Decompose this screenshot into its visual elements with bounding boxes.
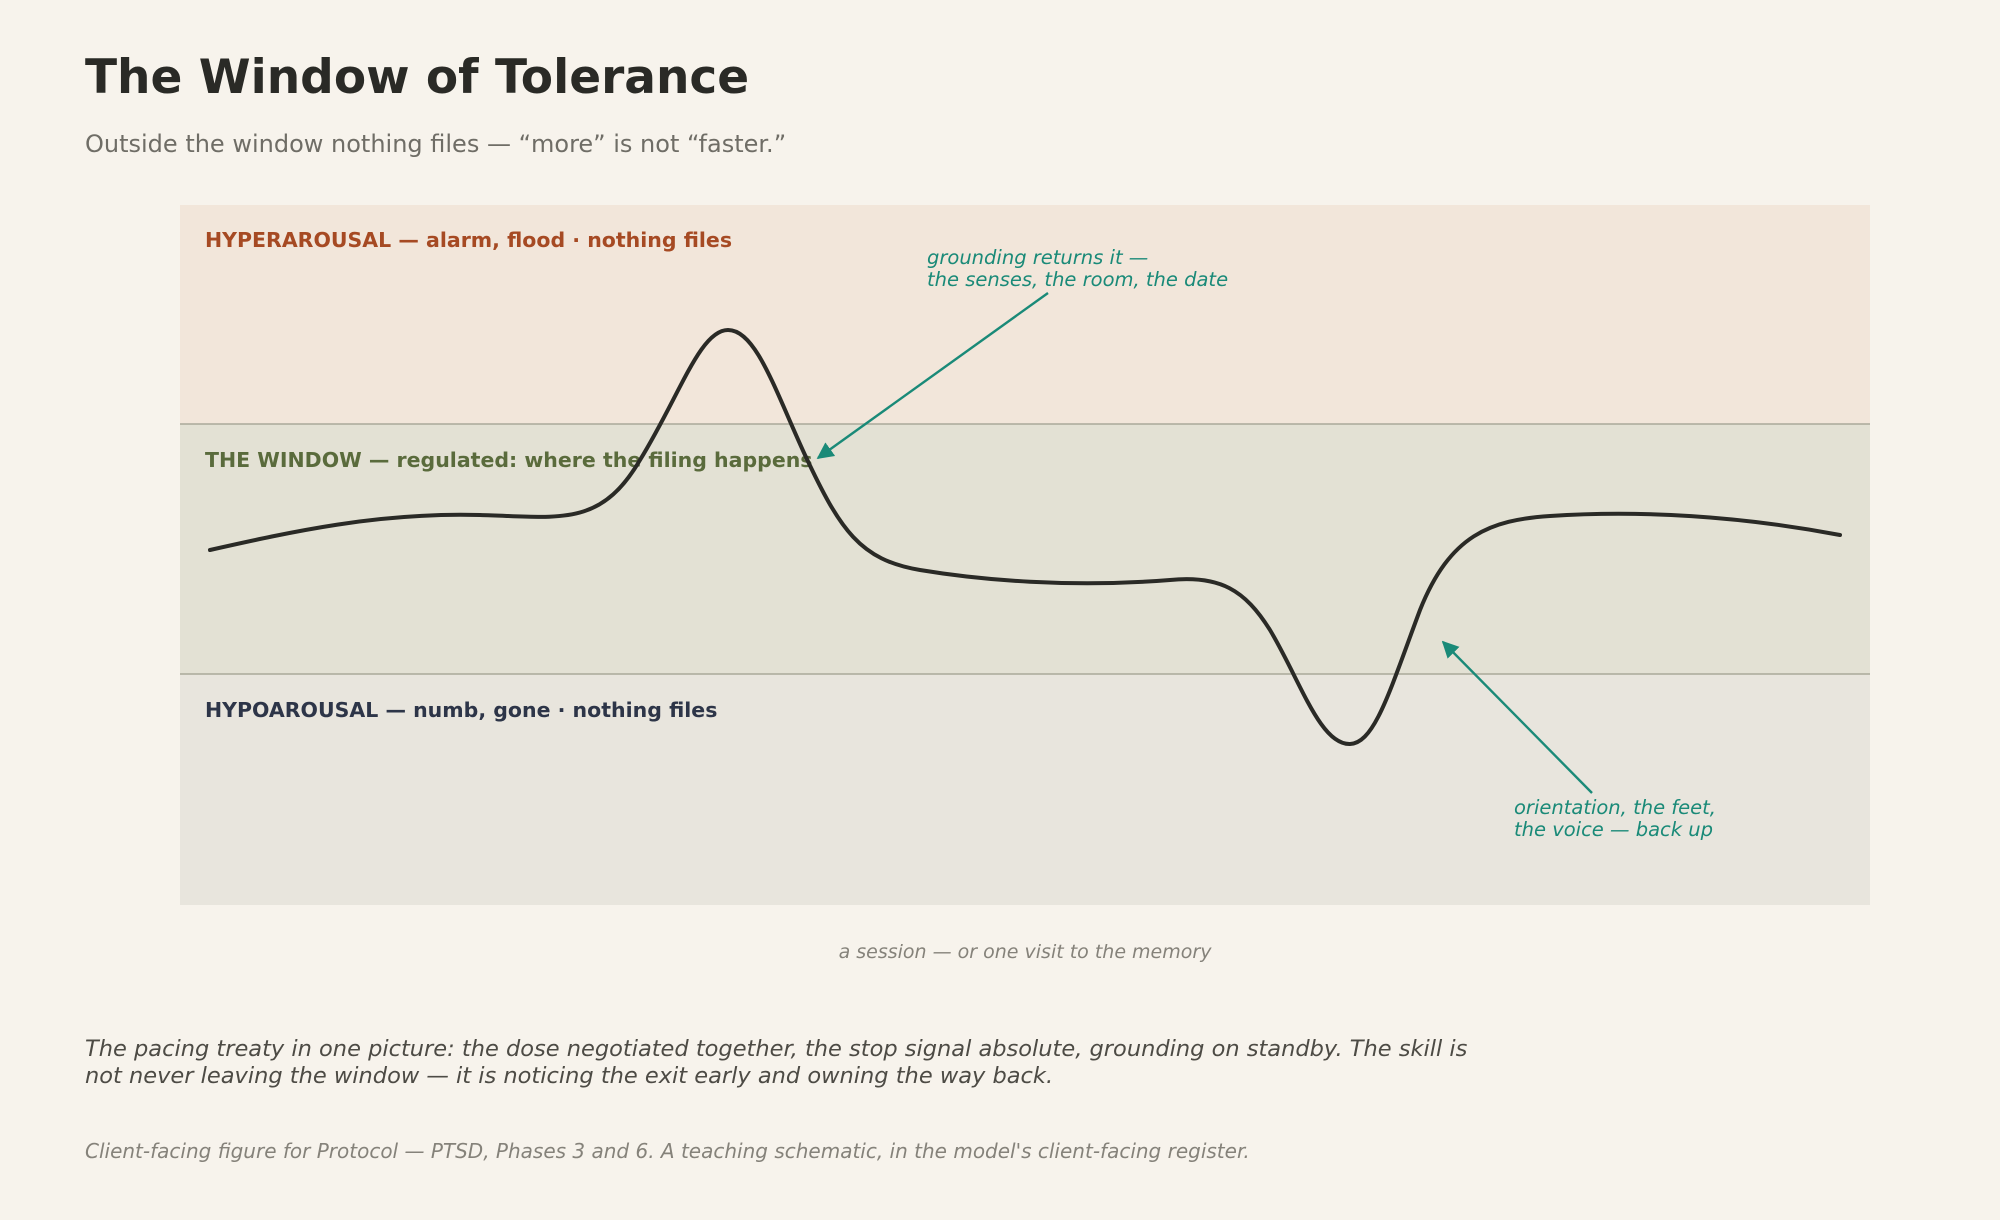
window-label: THE WINDOW — regulated: where the filing… [205,448,813,472]
window-zone [180,424,1870,674]
arousal-curve [208,328,1842,747]
lower-annotation-arrow [1441,640,1593,794]
hypoarousal-label: HYPOAROUSAL — numb, gone · nothing files [205,698,717,722]
upper-annotation-arrow [816,292,1049,459]
footnote-text: Client-facing figure for Protocol — PTSD… [85,1139,1250,1163]
page-title: The Window of Tolerance [85,50,750,105]
hyperarousal-zone [180,205,1870,424]
lower-annotation-text: orientation, the feet, the voice — back … [1514,796,1722,841]
summary-text: The pacing treaty in one picture: the do… [85,1036,1468,1089]
axis-caption: a session — or one visit to the memory [839,941,1213,963]
hyperarousal-label: HYPERAROUSAL — alarm, flood · nothing fi… [205,228,732,252]
page-subtitle: Outside the window nothing files — “more… [85,130,787,158]
upper-annotation-text: grounding returns it — the senses, the r… [927,246,1228,291]
